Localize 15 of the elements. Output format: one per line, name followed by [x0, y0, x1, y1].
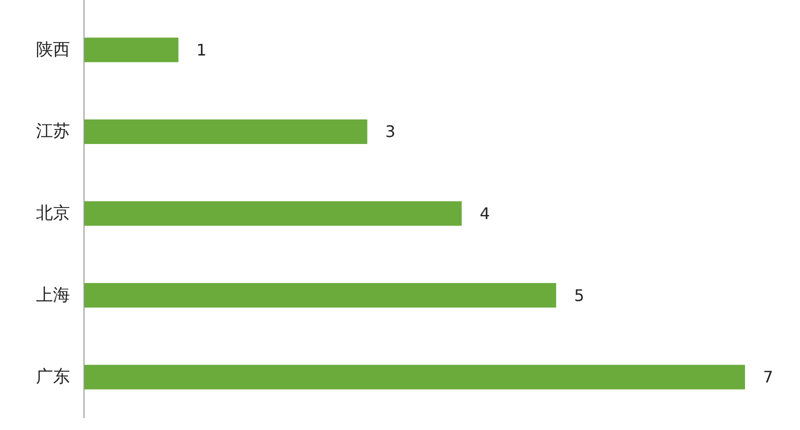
data-label: 3: [385, 122, 396, 142]
y-tick-label: 广东: [36, 367, 70, 388]
bar: [84, 283, 556, 308]
data-label: 1: [196, 40, 207, 60]
data-label: 5: [574, 286, 584, 305]
bar: [84, 201, 462, 226]
bar: [84, 38, 178, 62]
y-tick-label: 上海: [36, 285, 70, 306]
y-tick-label: 陕西: [36, 40, 70, 60]
data-label: 7: [763, 368, 774, 387]
bar: [84, 364, 745, 390]
y-tick-label: 江苏: [36, 122, 70, 142]
bar: [84, 119, 368, 144]
y-tick-label: 北京: [36, 204, 70, 224]
data-label: 4: [480, 204, 490, 223]
